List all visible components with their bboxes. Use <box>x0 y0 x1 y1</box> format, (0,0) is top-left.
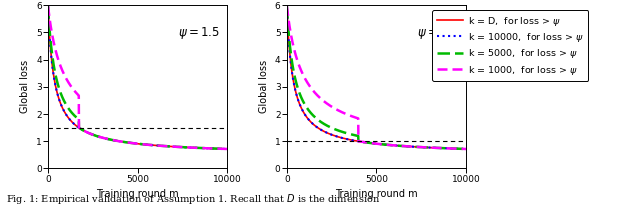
Text: $\psi = 1.5$: $\psi = 1.5$ <box>179 25 220 41</box>
Y-axis label: Global loss: Global loss <box>259 60 269 113</box>
Text: Fig. 1: Empirical validation of Assumption 1. Recall that $D$ is the dimension: Fig. 1: Empirical validation of Assumpti… <box>6 192 381 206</box>
X-axis label: Training round m: Training round m <box>97 189 179 199</box>
Y-axis label: Global loss: Global loss <box>20 60 31 113</box>
Text: $\psi = 1.0$: $\psi = 1.0$ <box>417 25 459 41</box>
Legend: k = D,  for loss > $\psi$, k = 10000,  for loss > $\psi$, k = 5000,  for loss > : k = D, for loss > $\psi$, k = 10000, for… <box>432 10 589 81</box>
X-axis label: Training round m: Training round m <box>335 189 418 199</box>
